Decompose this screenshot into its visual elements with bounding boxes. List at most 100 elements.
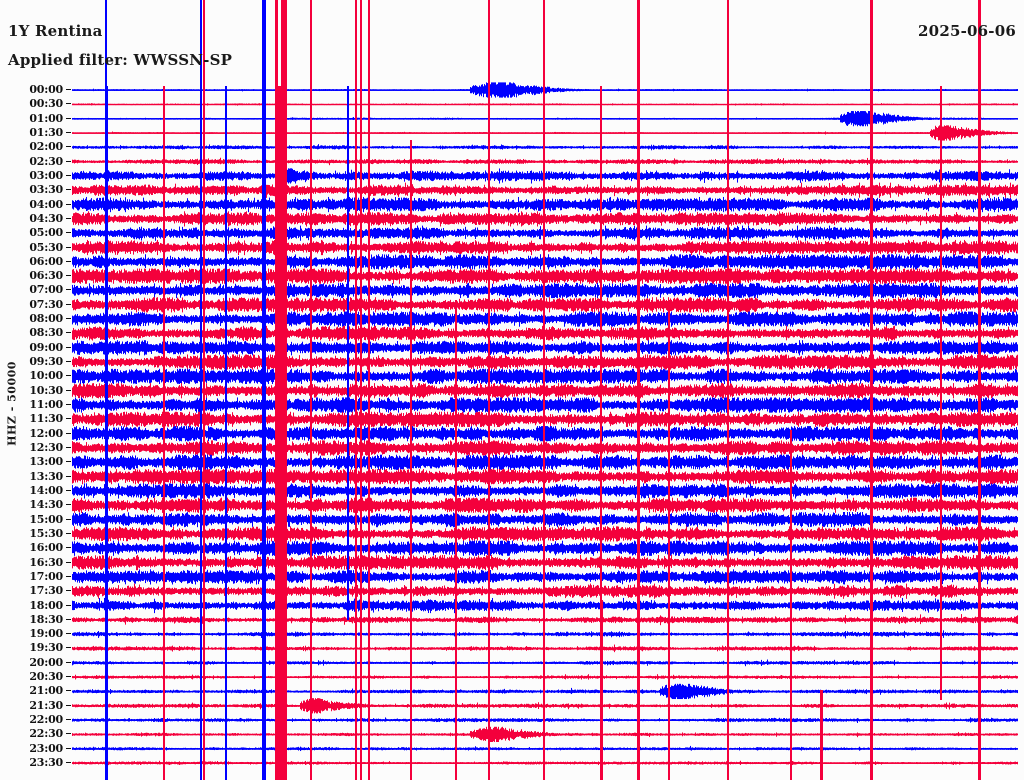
time-tick: 06:30	[0, 270, 72, 282]
time-tick-mark	[66, 676, 71, 678]
time-tick-label: 13:30	[29, 469, 63, 483]
time-tick: 07:30	[0, 298, 72, 311]
time-tick-mark	[66, 260, 71, 262]
time-tick-mark	[66, 103, 71, 105]
time-tick-label: 07:00	[29, 283, 63, 297]
time-tick-label: 14:00	[29, 483, 63, 497]
time-tick: 20:00	[0, 655, 72, 669]
time-tick: 08:00	[0, 313, 72, 325]
time-tick-label: 22:00	[29, 713, 63, 727]
time-tick-mark	[66, 131, 71, 133]
time-tick-mark	[66, 232, 71, 234]
time-tick-label: 15:00	[29, 512, 63, 526]
time-tick: 12:30	[0, 442, 72, 454]
page-title: 1Y Rentina	[8, 22, 103, 40]
time-tick-label: 15:30	[29, 526, 63, 540]
time-tick-mark	[66, 346, 71, 348]
time-tick: 22:00	[0, 714, 72, 726]
time-tick: 05:00	[0, 227, 72, 239]
time-tick: 04:00	[0, 197, 72, 211]
time-tick: 14:00	[0, 483, 72, 497]
time-tick-label: 23:30	[29, 756, 63, 770]
time-tick-mark	[66, 289, 71, 291]
time-tick-mark	[66, 633, 71, 635]
time-tick: 16:00	[0, 542, 72, 554]
time-tick-mark	[66, 332, 71, 334]
time-tick: 15:00	[0, 512, 72, 526]
time-tick: 21:30	[0, 698, 72, 712]
time-tick: 14:30	[0, 499, 72, 511]
time-axis: 00:00 00:30 01:00 01:30 02:00 02:30 03:00 03:30…	[0, 0, 72, 780]
time-tick-mark	[66, 418, 71, 420]
time-tick: 17:30	[0, 585, 72, 597]
time-tick-mark	[66, 404, 71, 406]
time-tick-mark	[66, 762, 71, 764]
time-tick: 00:00	[0, 84, 72, 96]
time-tick-label: 02:00	[29, 140, 63, 154]
time-tick-label: 21:00	[29, 684, 63, 698]
time-tick-label: 17:30	[29, 584, 63, 598]
time-tick-label: 03:00	[29, 168, 63, 182]
time-tick: 23:00	[0, 742, 72, 755]
time-tick-mark	[66, 518, 71, 520]
time-tick-mark	[66, 747, 71, 749]
time-tick-mark	[66, 618, 71, 620]
time-tick-label: 12:30	[29, 441, 63, 454]
time-tick: 23:30	[0, 757, 72, 769]
time-tick-mark	[66, 389, 71, 391]
time-tick-label: 14:30	[29, 498, 63, 512]
time-tick: 10:00	[0, 370, 72, 382]
time-tick-mark	[66, 275, 71, 277]
time-tick: 08:30	[0, 327, 72, 339]
time-tick-label: 11:00	[29, 398, 63, 412]
time-tick-label: 19:30	[29, 641, 63, 655]
time-tick: 09:00	[0, 340, 72, 354]
time-tick-label: 22:30	[29, 727, 63, 741]
time-tick-mark	[66, 489, 71, 491]
time-tick-label: 00:30	[29, 97, 63, 111]
time-tick: 19:00	[0, 628, 72, 640]
time-tick-mark	[66, 303, 71, 305]
time-tick: 09:30	[0, 356, 72, 368]
time-tick-label: 04:00	[29, 197, 63, 211]
time-tick: 11:30	[0, 413, 72, 425]
time-tick-mark	[66, 318, 71, 320]
time-tick: 01:30	[0, 125, 72, 139]
time-tick: 18:00	[0, 598, 72, 612]
time-tick-label: 13:00	[29, 455, 63, 469]
time-tick-label: 00:00	[29, 83, 63, 96]
time-tick-mark	[66, 117, 71, 119]
time-tick-label: 09:00	[29, 340, 63, 354]
time-tick: 15:30	[0, 526, 72, 540]
time-tick-label: 01:30	[29, 125, 63, 139]
time-tick-mark	[66, 447, 71, 448]
time-tick: 13:00	[0, 456, 72, 468]
time-tick: 17:00	[0, 570, 72, 583]
time-tick: 22:30	[0, 728, 72, 740]
time-tick: 03:30	[0, 184, 72, 196]
time-tick: 12:00	[0, 427, 72, 440]
time-tick-label: 20:30	[29, 670, 63, 684]
time-tick: 21:00	[0, 685, 72, 697]
time-tick-mark	[66, 174, 71, 176]
time-tick-mark	[66, 690, 71, 692]
time-tick-mark	[66, 733, 71, 735]
time-tick-label: 20:00	[29, 655, 63, 669]
time-tick-label: 10:30	[29, 383, 63, 397]
time-tick-mark	[66, 189, 71, 191]
time-tick-mark	[66, 604, 71, 606]
time-tick-label: 21:30	[29, 698, 63, 712]
time-tick: 10:30	[0, 383, 72, 397]
time-tick-mark	[66, 661, 71, 663]
time-tick-label: 18:00	[29, 598, 63, 612]
time-tick-label: 09:30	[29, 355, 63, 369]
time-tick: 02:00	[0, 141, 72, 153]
time-tick: 16:30	[0, 556, 72, 569]
time-tick: 03:00	[0, 168, 72, 182]
time-tick: 01:00	[0, 112, 72, 125]
time-tick: 19:30	[0, 642, 72, 654]
time-tick-label: 11:30	[29, 412, 63, 426]
time-tick-mark	[66, 547, 71, 549]
